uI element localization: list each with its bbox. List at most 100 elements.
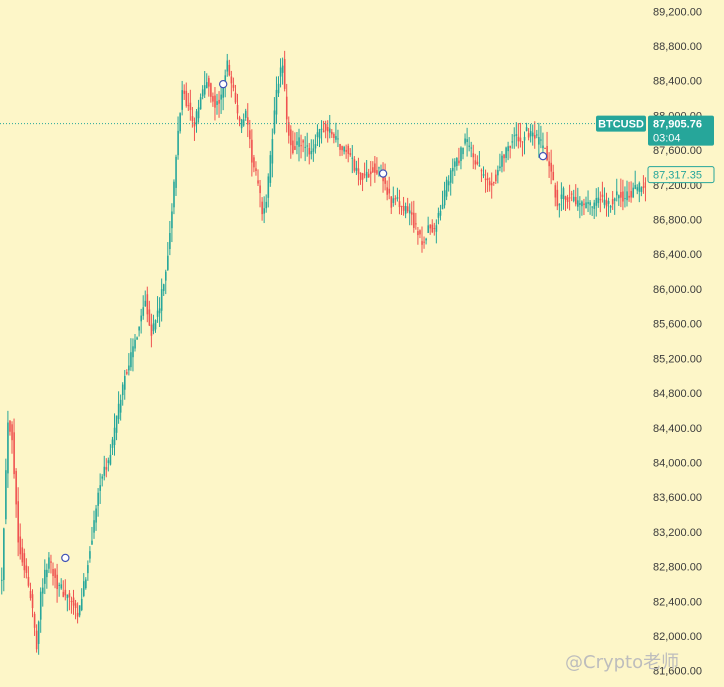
candle-body — [316, 132, 319, 138]
candle-body — [566, 197, 569, 203]
candle-body — [427, 225, 429, 233]
candle-body — [15, 471, 17, 505]
candle-body — [404, 206, 407, 214]
candle-body — [25, 565, 28, 573]
event-marker[interactable] — [378, 169, 388, 178]
candle-body — [636, 187, 639, 191]
candle-body — [119, 399, 122, 413]
candle-body — [326, 126, 329, 132]
event-marker[interactable] — [61, 553, 70, 563]
candle-body — [411, 212, 413, 215]
event-marker[interactable] — [218, 79, 228, 89]
candle-body — [577, 200, 579, 207]
candle-body — [597, 197, 600, 204]
candle-body — [93, 520, 95, 533]
candle-body — [162, 284, 165, 291]
candle-body — [107, 460, 110, 464]
candle-body — [37, 621, 40, 644]
candle-body — [505, 147, 507, 159]
candle-body — [593, 202, 596, 209]
candle-body — [515, 134, 518, 136]
candle-body — [351, 157, 354, 159]
candle-body — [642, 186, 645, 189]
y-tick-label: 88,800.00 — [653, 41, 702, 53]
candle-body — [367, 173, 370, 178]
candle-body — [29, 591, 32, 599]
candle-body — [290, 129, 292, 146]
candle-body — [335, 136, 337, 140]
candle-body — [419, 230, 421, 235]
candle-body — [620, 191, 622, 198]
candle-body — [517, 136, 520, 142]
candle-body — [142, 307, 145, 316]
candle-body — [474, 160, 477, 165]
candle-body — [458, 160, 460, 164]
event-marker[interactable] — [538, 151, 548, 161]
candle-body — [339, 144, 341, 150]
candle-body — [429, 224, 432, 229]
candle-body — [486, 178, 489, 181]
candle-body — [634, 185, 637, 189]
candle-body — [279, 67, 282, 77]
candle-body — [523, 136, 526, 141]
candle-body — [628, 195, 630, 198]
candle-body — [117, 403, 120, 420]
candle-body — [152, 323, 155, 332]
candle-body — [611, 199, 614, 205]
candle-body — [64, 589, 67, 596]
y-tick-label: 86,400.00 — [653, 249, 702, 261]
candle-body — [230, 76, 233, 84]
candle-body — [181, 90, 183, 110]
candle-body — [271, 139, 274, 164]
candle-body — [390, 196, 393, 208]
candle-body — [480, 170, 483, 172]
candle-body — [288, 122, 290, 136]
candle-body — [525, 127, 528, 132]
candle-body — [622, 191, 624, 202]
candle-body — [402, 205, 405, 211]
countdown-label: 03:04 — [653, 133, 681, 145]
candle-body — [462, 147, 464, 155]
candle-body — [111, 439, 114, 448]
candle-body — [236, 104, 239, 114]
y-tick-label: 84,400.00 — [653, 423, 702, 435]
candle-body — [509, 145, 511, 148]
candle-body — [13, 432, 15, 475]
candle-body — [97, 492, 99, 506]
markers-layer — [61, 79, 548, 563]
candle-body — [357, 168, 360, 174]
candle-body — [308, 147, 311, 155]
candle-body — [464, 138, 466, 144]
candle-body — [511, 141, 514, 143]
candle-body — [484, 178, 487, 181]
candle-body — [363, 174, 366, 176]
candle-body — [7, 422, 9, 474]
candle-body — [384, 177, 386, 184]
candle-body — [140, 315, 142, 322]
candle-body — [435, 225, 438, 232]
candle-body — [206, 82, 208, 89]
candle-body — [556, 189, 559, 207]
candle-body — [242, 119, 245, 126]
candle-body — [331, 131, 333, 135]
candle-body — [538, 137, 540, 145]
candle-body — [175, 156, 177, 188]
candle-body — [376, 170, 378, 174]
candle-body — [165, 271, 167, 281]
candle-body — [255, 168, 257, 171]
candle-body — [197, 107, 200, 119]
candle-body — [630, 191, 632, 198]
y-tick-label: 85,600.00 — [653, 319, 702, 331]
candle-body — [224, 75, 227, 85]
candle-body — [214, 95, 216, 108]
candle-body — [99, 485, 101, 491]
price-axis[interactable]: 89,200.0088,800.0088,400.0088,000.0087,6… — [653, 6, 702, 677]
candle-body — [259, 185, 261, 194]
candle-body — [616, 191, 618, 196]
candle-body — [638, 182, 641, 192]
candle-body — [154, 320, 157, 330]
candle-body — [341, 146, 343, 151]
candle-body — [575, 196, 577, 205]
